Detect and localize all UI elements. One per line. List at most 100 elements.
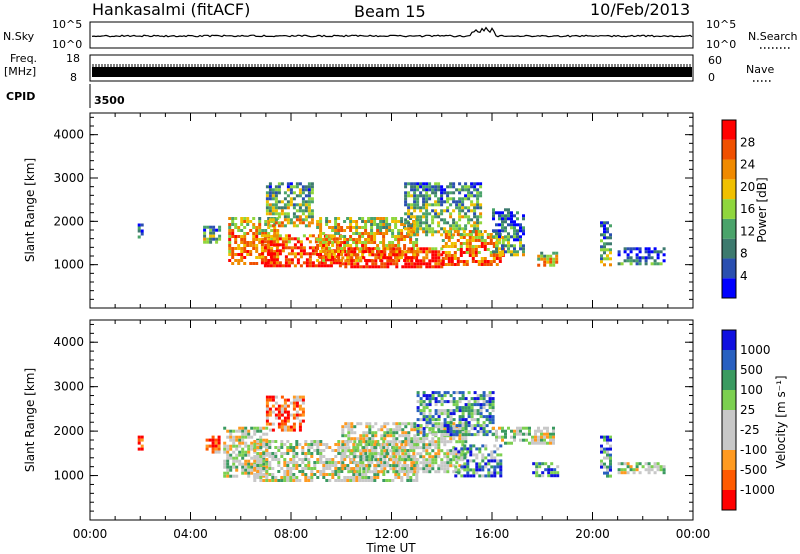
data-cell (272, 243, 276, 247)
data-cell (431, 265, 435, 269)
data-cell (235, 474, 239, 478)
data-cell (298, 203, 302, 207)
data-cell (307, 212, 311, 216)
data-cell (319, 443, 323, 446)
data-cell (307, 476, 311, 479)
data-cell (350, 431, 354, 435)
data-cell (477, 260, 481, 263)
data-cell (316, 443, 320, 446)
data-cell (310, 455, 314, 458)
data-cell (301, 212, 305, 216)
data-cell (359, 440, 363, 444)
data-cell (273, 226, 277, 229)
data-cell (295, 203, 299, 207)
data-cell (474, 233, 478, 236)
data-cell (284, 261, 288, 265)
data-cell (476, 403, 480, 407)
data-cell (235, 444, 239, 448)
data-cell (259, 443, 263, 446)
data-cell (140, 232, 144, 236)
data-cell (301, 401, 305, 405)
data-cell (367, 241, 371, 244)
data-cell (374, 452, 378, 456)
data-cell (268, 467, 272, 470)
data-cell (459, 251, 463, 254)
data-cell (214, 444, 218, 448)
data-cell (606, 447, 609, 451)
data-cell (253, 476, 257, 479)
data-cell (364, 226, 368, 229)
data-cell (425, 464, 429, 468)
data-cell (422, 418, 426, 422)
data-cell (247, 474, 251, 478)
data-cell (344, 422, 348, 426)
data-cell (635, 247, 639, 251)
data-cell (647, 462, 651, 466)
data-cell (471, 230, 475, 233)
data-cell (425, 221, 429, 225)
data-cell (437, 250, 441, 254)
data-cell (256, 461, 260, 464)
data-cell (443, 394, 447, 398)
data-cell (549, 257, 553, 261)
data-cell (266, 234, 270, 238)
data-cell (428, 400, 432, 404)
data-cell (543, 254, 547, 258)
data-cell (513, 250, 516, 254)
data-cell (653, 471, 657, 475)
data-cell (274, 446, 278, 449)
data-cell (538, 465, 542, 469)
data-cell (425, 194, 429, 198)
data-cell (365, 262, 369, 266)
data-cell (206, 237, 210, 241)
data-cell (407, 203, 411, 207)
data-cell (434, 185, 438, 189)
data-cell (431, 437, 435, 441)
data-cell (447, 251, 451, 254)
data-cell (440, 400, 444, 404)
data-cell (437, 200, 441, 204)
data-cell (286, 446, 290, 449)
data-cell (271, 452, 275, 455)
data-cell (365, 458, 369, 462)
data-cell (492, 242, 496, 245)
data-cell (278, 243, 282, 247)
data-cell (416, 467, 420, 471)
data-cell (496, 465, 500, 469)
data-cell (302, 246, 306, 250)
data-cell (532, 462, 536, 466)
data-cell (343, 443, 347, 446)
data-cell (552, 257, 556, 261)
data-cell (379, 223, 383, 226)
data-cell (428, 431, 432, 435)
data-cell (609, 263, 612, 267)
data-cell (519, 247, 522, 251)
data-cell (319, 226, 323, 229)
data-cell (419, 400, 423, 404)
data-cell (412, 247, 416, 250)
data-cell (466, 462, 470, 466)
data-cell (392, 470, 396, 474)
data-cell (476, 221, 480, 225)
data-cell (374, 259, 378, 263)
data-cell (450, 257, 454, 260)
data-cell (499, 444, 503, 448)
data-cell (317, 264, 321, 268)
data-cell (474, 230, 478, 233)
data-cell (447, 236, 451, 239)
data-cell (449, 437, 453, 441)
data-cell (452, 185, 456, 189)
data-cell (392, 464, 396, 468)
data-cell (271, 197, 275, 201)
data-cell (353, 470, 357, 474)
data-cell (361, 476, 365, 479)
data-cell (603, 251, 606, 255)
data-cell (635, 256, 639, 260)
data-cell (437, 425, 441, 429)
data-cell (358, 473, 362, 476)
data-cell (392, 467, 396, 471)
data-cell (458, 437, 462, 441)
data-cell (455, 455, 459, 459)
data-cell (606, 227, 609, 231)
data-cell (365, 422, 369, 426)
